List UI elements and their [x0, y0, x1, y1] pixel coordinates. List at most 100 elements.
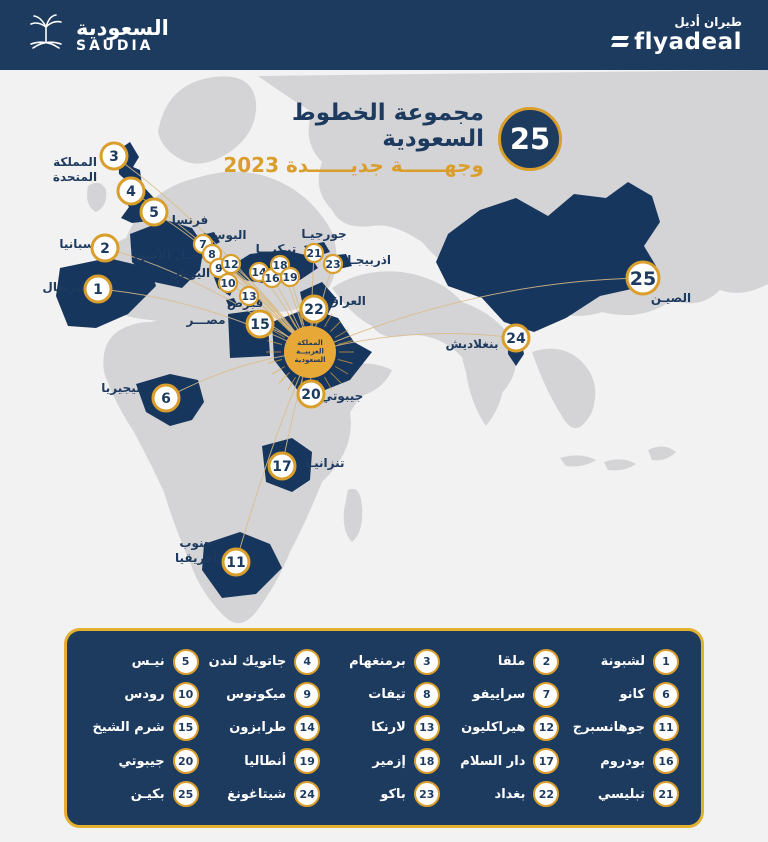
- legend-number-badge: 22: [533, 781, 560, 808]
- map-marker-17: [267, 451, 297, 481]
- map-country-label: اسبانيا: [59, 237, 98, 251]
- legend-number-badge: 7: [533, 681, 560, 708]
- map-country-label: بنغلاديش: [446, 337, 499, 351]
- legend-number-badge: 10: [172, 681, 199, 708]
- legend-destination-name: هيراكليون: [461, 720, 526, 736]
- legend-number-badge: 5: [172, 648, 199, 675]
- flight-route-line: [104, 247, 311, 353]
- saudi-hub-label: العربيــة: [296, 348, 324, 356]
- legend-destination-name: جوهانسبرج: [572, 720, 645, 736]
- hub-sunray: [278, 372, 290, 384]
- legend-item-16: 16 بودروم: [569, 745, 679, 778]
- legend-destination-name: نيـس: [131, 654, 165, 670]
- legend-item-20: 20 جيبوتي: [89, 745, 199, 778]
- legend-destination-name: إزمير: [372, 753, 406, 769]
- flight-route-line: [97, 288, 311, 353]
- legend-destination-name: جيبوتي: [118, 753, 165, 769]
- flyadeal-arabic-wordmark: طيران أديل: [674, 15, 742, 30]
- hub-sunray: [324, 376, 333, 391]
- legend-number-badge: 25: [172, 781, 199, 808]
- legend-item-17: 17 دار السلام: [450, 745, 560, 778]
- map-marker-number: 16: [264, 272, 280, 285]
- map-country-label: البوسنة: [201, 228, 246, 243]
- legend-destination-name: سراييفو: [472, 687, 526, 703]
- legend-number-badge: 4: [294, 648, 321, 675]
- map-marker-3: [99, 141, 129, 171]
- map-marker-22: [299, 294, 329, 324]
- map-marker-4: [116, 176, 146, 206]
- map-country-label: جنوب: [179, 536, 212, 551]
- map-marker-1: [83, 274, 113, 304]
- map-marker-number: 17: [272, 459, 291, 475]
- continent-shape: [699, 217, 717, 254]
- continent-shape: [459, 312, 506, 426]
- map-marker-number: 10: [220, 277, 236, 290]
- world-map: المملكةالعربيــةالسعوديةالمملكةالمتحدةفر…: [42, 70, 768, 624]
- map-marker-25: [625, 260, 661, 296]
- map-country-label: العراق: [328, 294, 366, 308]
- legend-number-badge: 15: [172, 714, 199, 741]
- map-country-label: أفريقيا: [175, 550, 217, 565]
- flyadeal-bars-icon: [611, 36, 630, 48]
- legend-number-badge: 9: [294, 681, 321, 708]
- hub-sunray: [298, 309, 303, 325]
- map-marker-number: 22: [304, 302, 323, 318]
- map-marker-6: [151, 383, 181, 413]
- legend-item-15: 15 شرم الشيخ: [89, 711, 199, 744]
- map-marker-number: 8: [208, 248, 216, 261]
- legend-item-1: 1 لشبونة: [569, 645, 679, 678]
- saudia-english-wordmark: SAUDIA: [76, 37, 154, 54]
- legend-item-13: 13 لارنكا: [330, 711, 440, 744]
- legend-item-3: 3 برمنغهام: [330, 645, 440, 678]
- saudia-arabic-wordmark: السعودية: [76, 15, 169, 40]
- legend-item-9: 9 ميكونوس: [209, 678, 321, 711]
- hub-sunray: [278, 320, 290, 332]
- continent-shape: [87, 182, 107, 212]
- infographic-title: مجموعة الخطوط السعودية وجهــــــة جديـــ…: [196, 100, 562, 178]
- legend-item-7: 7 سراييفو: [450, 678, 560, 711]
- hub-sunray: [330, 320, 342, 332]
- hub-sunray: [271, 366, 286, 375]
- legend-destination-name: بكيـن: [130, 786, 165, 802]
- legend-destination-name: بودروم: [600, 753, 645, 769]
- legend-destination-name: تيفات: [368, 687, 406, 703]
- legend-destination-name: كانو: [619, 687, 645, 703]
- hub-sunray: [267, 359, 283, 364]
- legend-item-5: 5 نيـس: [89, 645, 199, 678]
- legend-item-12: 12 هيراكليون: [450, 711, 560, 744]
- legend-destination-name: بغداد: [494, 786, 526, 802]
- map-marker-20: [296, 379, 326, 409]
- continent-shape: [330, 376, 372, 418]
- saudi-hub-circle: [284, 326, 336, 378]
- legend-item-11: 11 جوهانسبرج: [569, 711, 679, 744]
- map-marker-number: 18: [272, 259, 287, 272]
- map-marker-number: 6: [161, 391, 171, 407]
- map-marker-number: 19: [282, 271, 297, 284]
- legend-number-badge: 17: [533, 748, 560, 775]
- legend-number-badge: 24: [294, 781, 321, 808]
- map-marker-number: 9: [215, 262, 223, 275]
- hub-sunray: [330, 372, 342, 384]
- legend-number-badge: 14: [294, 714, 321, 741]
- legend-destination-name: أنطاليا: [244, 753, 287, 769]
- map-marker-15: [245, 309, 275, 339]
- legend-number-badge: 20: [172, 748, 199, 775]
- legend-destination-name: لارنكا: [371, 720, 406, 736]
- legend-destination-name: برمنغهام: [349, 654, 406, 670]
- map-marker-number: 12: [223, 258, 238, 271]
- legend-destination-name: شيتاغونغ: [227, 786, 287, 802]
- legend-item-19: 19 أنطاليا: [209, 745, 321, 778]
- continent-shape: [532, 348, 596, 429]
- legend-number-badge: 13: [413, 714, 440, 741]
- map-marker-number: 23: [325, 258, 340, 271]
- map-country-label: الصيـن: [651, 291, 691, 305]
- legend-number-badge: 1: [653, 648, 679, 675]
- legend-destination-name: دار السلام: [460, 753, 526, 769]
- map-marker-19: [279, 266, 301, 288]
- legend-item-25: 25 بكيـن: [89, 778, 199, 811]
- map-marker-number: 15: [250, 317, 269, 333]
- legend-item-24: 24 شيتاغونغ: [209, 778, 321, 811]
- legend-destination-name: جاتويك لندن: [208, 654, 287, 670]
- legend-destination-name: طرابزون: [229, 720, 287, 736]
- map-marker-13: [238, 285, 260, 307]
